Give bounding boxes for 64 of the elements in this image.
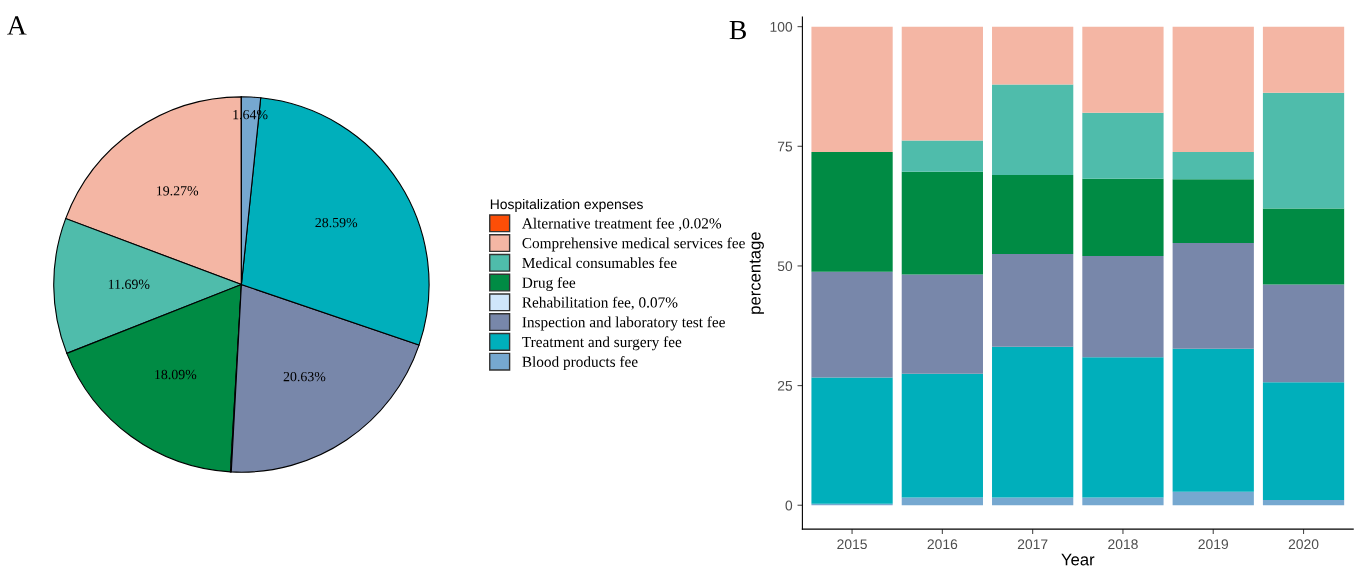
bar	[1082, 255, 1164, 358]
y-tick-label: 0	[785, 500, 793, 511]
data-label: 11.69%	[108, 279, 150, 289]
legend-label: Inspection and laboratory test fee	[522, 316, 725, 331]
bar	[1082, 178, 1164, 256]
x-tick-label: 2015	[837, 539, 867, 550]
legend-label: Treatment and surgery fee	[522, 336, 682, 351]
bar	[1262, 499, 1345, 506]
bar	[811, 152, 893, 272]
data-label: 1.64%	[233, 109, 268, 120]
bar	[901, 26, 983, 141]
x-tick-label: 2018	[1108, 539, 1138, 550]
text: A	[7, 16, 27, 35]
bar	[811, 26, 893, 153]
bar	[811, 271, 893, 378]
legend-label: Alternative treatment fee ,0.02%	[521, 217, 722, 231]
bar	[1172, 26, 1254, 153]
bar	[901, 373, 983, 498]
bar	[992, 175, 1074, 254]
bar	[1082, 26, 1164, 113]
bar	[1262, 284, 1345, 383]
bar	[992, 497, 1074, 506]
bar	[1262, 382, 1345, 500]
bar	[992, 26, 1074, 85]
bar	[811, 377, 893, 504]
bar	[1262, 92, 1345, 209]
legend-label: Medical consumables fee	[522, 257, 677, 269]
legend-label: Blood products fee	[522, 356, 638, 371]
legend-label: Drug fee	[522, 276, 576, 291]
x-tick-label: 2017	[1017, 539, 1048, 550]
legend-label: Rehabilitation fee, 0.07%	[522, 296, 678, 310]
bar	[1172, 491, 1254, 506]
bar	[1172, 348, 1254, 492]
bar	[992, 84, 1074, 176]
y-axis-title: percentage	[749, 232, 764, 314]
bar	[1262, 208, 1345, 285]
x-tick-label: 2019	[1198, 539, 1229, 550]
bar	[1172, 152, 1254, 180]
y-tick-label: 75	[777, 141, 793, 152]
legend-label: Comprehensive medical services fee	[522, 237, 745, 252]
bar	[1262, 26, 1345, 93]
y-tick-label: 25	[777, 380, 793, 391]
y-tick-label: 50	[777, 261, 793, 272]
legend-title: Hospitalization expenses	[490, 198, 643, 212]
bar	[1172, 242, 1254, 349]
bar	[901, 171, 983, 275]
data-label: 19.27%	[157, 186, 199, 196]
bar	[1082, 112, 1164, 179]
text: B	[729, 20, 746, 40]
bar	[992, 346, 1074, 498]
x-axis-title: Year	[1061, 553, 1095, 566]
y-tick-label: 100	[770, 21, 793, 32]
data-label: 20.63%	[283, 371, 326, 382]
bar	[901, 140, 983, 172]
x-tick-label: 2020	[1288, 539, 1319, 550]
bar	[901, 274, 983, 374]
bar	[992, 253, 1074, 347]
bar	[1082, 497, 1164, 506]
data-label: 28.59%	[315, 217, 358, 228]
bar	[1172, 179, 1254, 243]
x-tick-label: 2016	[927, 539, 958, 550]
data-label: 18.09%	[155, 369, 197, 380]
bar	[1082, 357, 1164, 498]
bar	[901, 497, 983, 506]
